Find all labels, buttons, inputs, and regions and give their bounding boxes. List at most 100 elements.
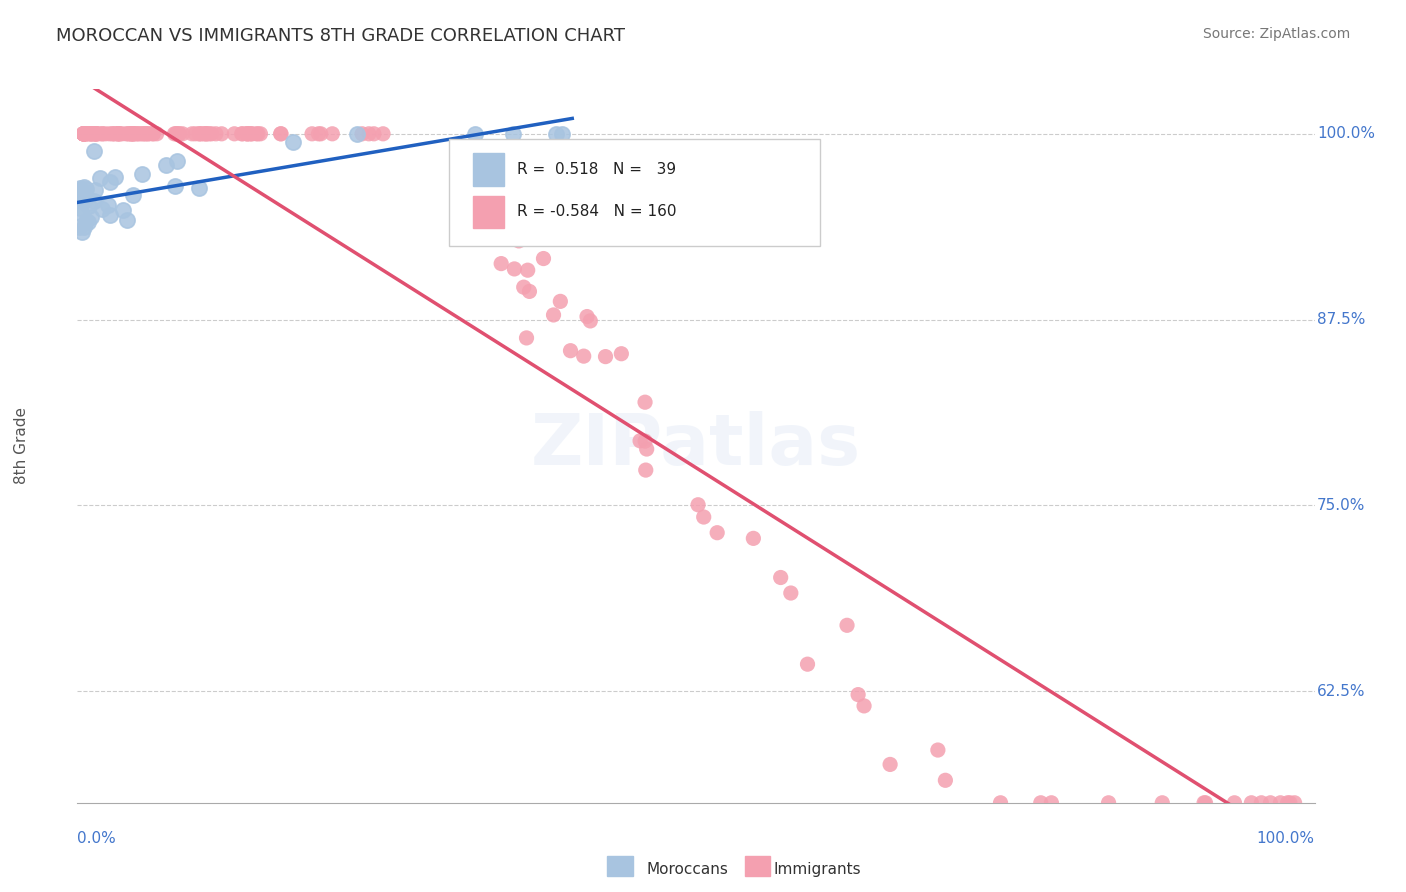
- Text: Moroccans: Moroccans: [647, 863, 728, 877]
- Point: [1152, 796, 1174, 810]
- Point: [120, 127, 142, 141]
- Point: [69, 190, 91, 204]
- Point: [69, 201, 91, 215]
- Point: [135, 127, 157, 141]
- Text: R =  0.518   N =   39: R = 0.518 N = 39: [516, 161, 676, 177]
- Point: [190, 127, 212, 141]
- Point: [706, 525, 728, 540]
- Point: [184, 127, 207, 141]
- Point: [100, 208, 122, 222]
- Bar: [745, 856, 770, 876]
- Text: 8th Grade: 8th Grade: [14, 408, 30, 484]
- Point: [1270, 796, 1292, 810]
- Text: MOROCCAN VS IMMIGRANTS 8TH GRADE CORRELATION CHART: MOROCCAN VS IMMIGRANTS 8TH GRADE CORRELA…: [56, 27, 626, 45]
- Point: [516, 263, 538, 277]
- Point: [489, 257, 512, 271]
- Point: [835, 618, 858, 632]
- Text: 62.5%: 62.5%: [1317, 684, 1365, 698]
- Bar: [607, 856, 633, 876]
- Text: R = -0.584   N = 160: R = -0.584 N = 160: [516, 204, 676, 219]
- Point: [1284, 796, 1306, 810]
- Point: [181, 127, 204, 141]
- Point: [165, 127, 187, 141]
- Point: [122, 127, 145, 141]
- Point: [69, 181, 91, 195]
- Point: [76, 127, 98, 141]
- Text: 87.5%: 87.5%: [1317, 312, 1365, 327]
- Point: [560, 343, 582, 358]
- Point: [101, 127, 124, 141]
- Point: [89, 171, 111, 186]
- Point: [122, 187, 145, 202]
- Point: [117, 127, 139, 141]
- Point: [167, 127, 190, 141]
- Point: [73, 220, 96, 235]
- Point: [80, 127, 103, 141]
- Point: [107, 127, 129, 141]
- Point: [503, 261, 526, 276]
- Point: [80, 127, 103, 141]
- Point: [77, 199, 100, 213]
- Point: [90, 202, 112, 216]
- Point: [193, 127, 215, 141]
- Point: [231, 127, 253, 141]
- Point: [1029, 796, 1052, 810]
- Point: [124, 127, 146, 141]
- Point: [357, 127, 380, 141]
- Point: [142, 127, 165, 141]
- Point: [145, 127, 167, 141]
- Point: [75, 214, 97, 228]
- Point: [471, 224, 494, 238]
- Point: [363, 127, 385, 141]
- Point: [508, 234, 530, 248]
- Point: [72, 127, 94, 141]
- Point: [879, 757, 901, 772]
- Point: [239, 127, 262, 141]
- Point: [122, 127, 145, 141]
- Point: [165, 178, 187, 193]
- Point: [1194, 796, 1216, 810]
- Point: [550, 127, 572, 141]
- Point: [118, 127, 141, 141]
- Point: [131, 167, 153, 181]
- Point: [73, 127, 96, 141]
- Point: [352, 127, 374, 141]
- Point: [693, 510, 716, 524]
- Point: [163, 127, 186, 141]
- Point: [211, 127, 233, 141]
- Point: [107, 127, 129, 141]
- Point: [84, 127, 107, 141]
- Point: [990, 796, 1012, 810]
- Point: [94, 127, 117, 141]
- Point: [72, 127, 94, 141]
- Point: [115, 213, 138, 227]
- Point: [166, 127, 188, 141]
- Point: [86, 127, 108, 141]
- Point: [270, 127, 292, 141]
- Point: [73, 180, 96, 194]
- Point: [301, 127, 323, 141]
- Point: [72, 127, 94, 141]
- Point: [83, 127, 105, 141]
- Point: [107, 127, 129, 141]
- Point: [232, 127, 254, 141]
- Point: [73, 194, 96, 208]
- Point: [461, 194, 484, 209]
- Point: [136, 127, 159, 141]
- Point: [72, 127, 94, 141]
- Point: [245, 127, 267, 141]
- Point: [91, 127, 114, 141]
- Text: 0.0%: 0.0%: [77, 831, 117, 847]
- Point: [1278, 796, 1301, 810]
- Point: [853, 698, 876, 713]
- Point: [76, 127, 98, 141]
- Point: [686, 498, 709, 512]
- Point: [634, 434, 657, 449]
- Point: [142, 127, 165, 141]
- Point: [83, 183, 105, 197]
- Point: [579, 314, 602, 328]
- Point: [224, 127, 246, 141]
- Point: [86, 127, 108, 141]
- Point: [70, 225, 93, 239]
- Point: [846, 688, 869, 702]
